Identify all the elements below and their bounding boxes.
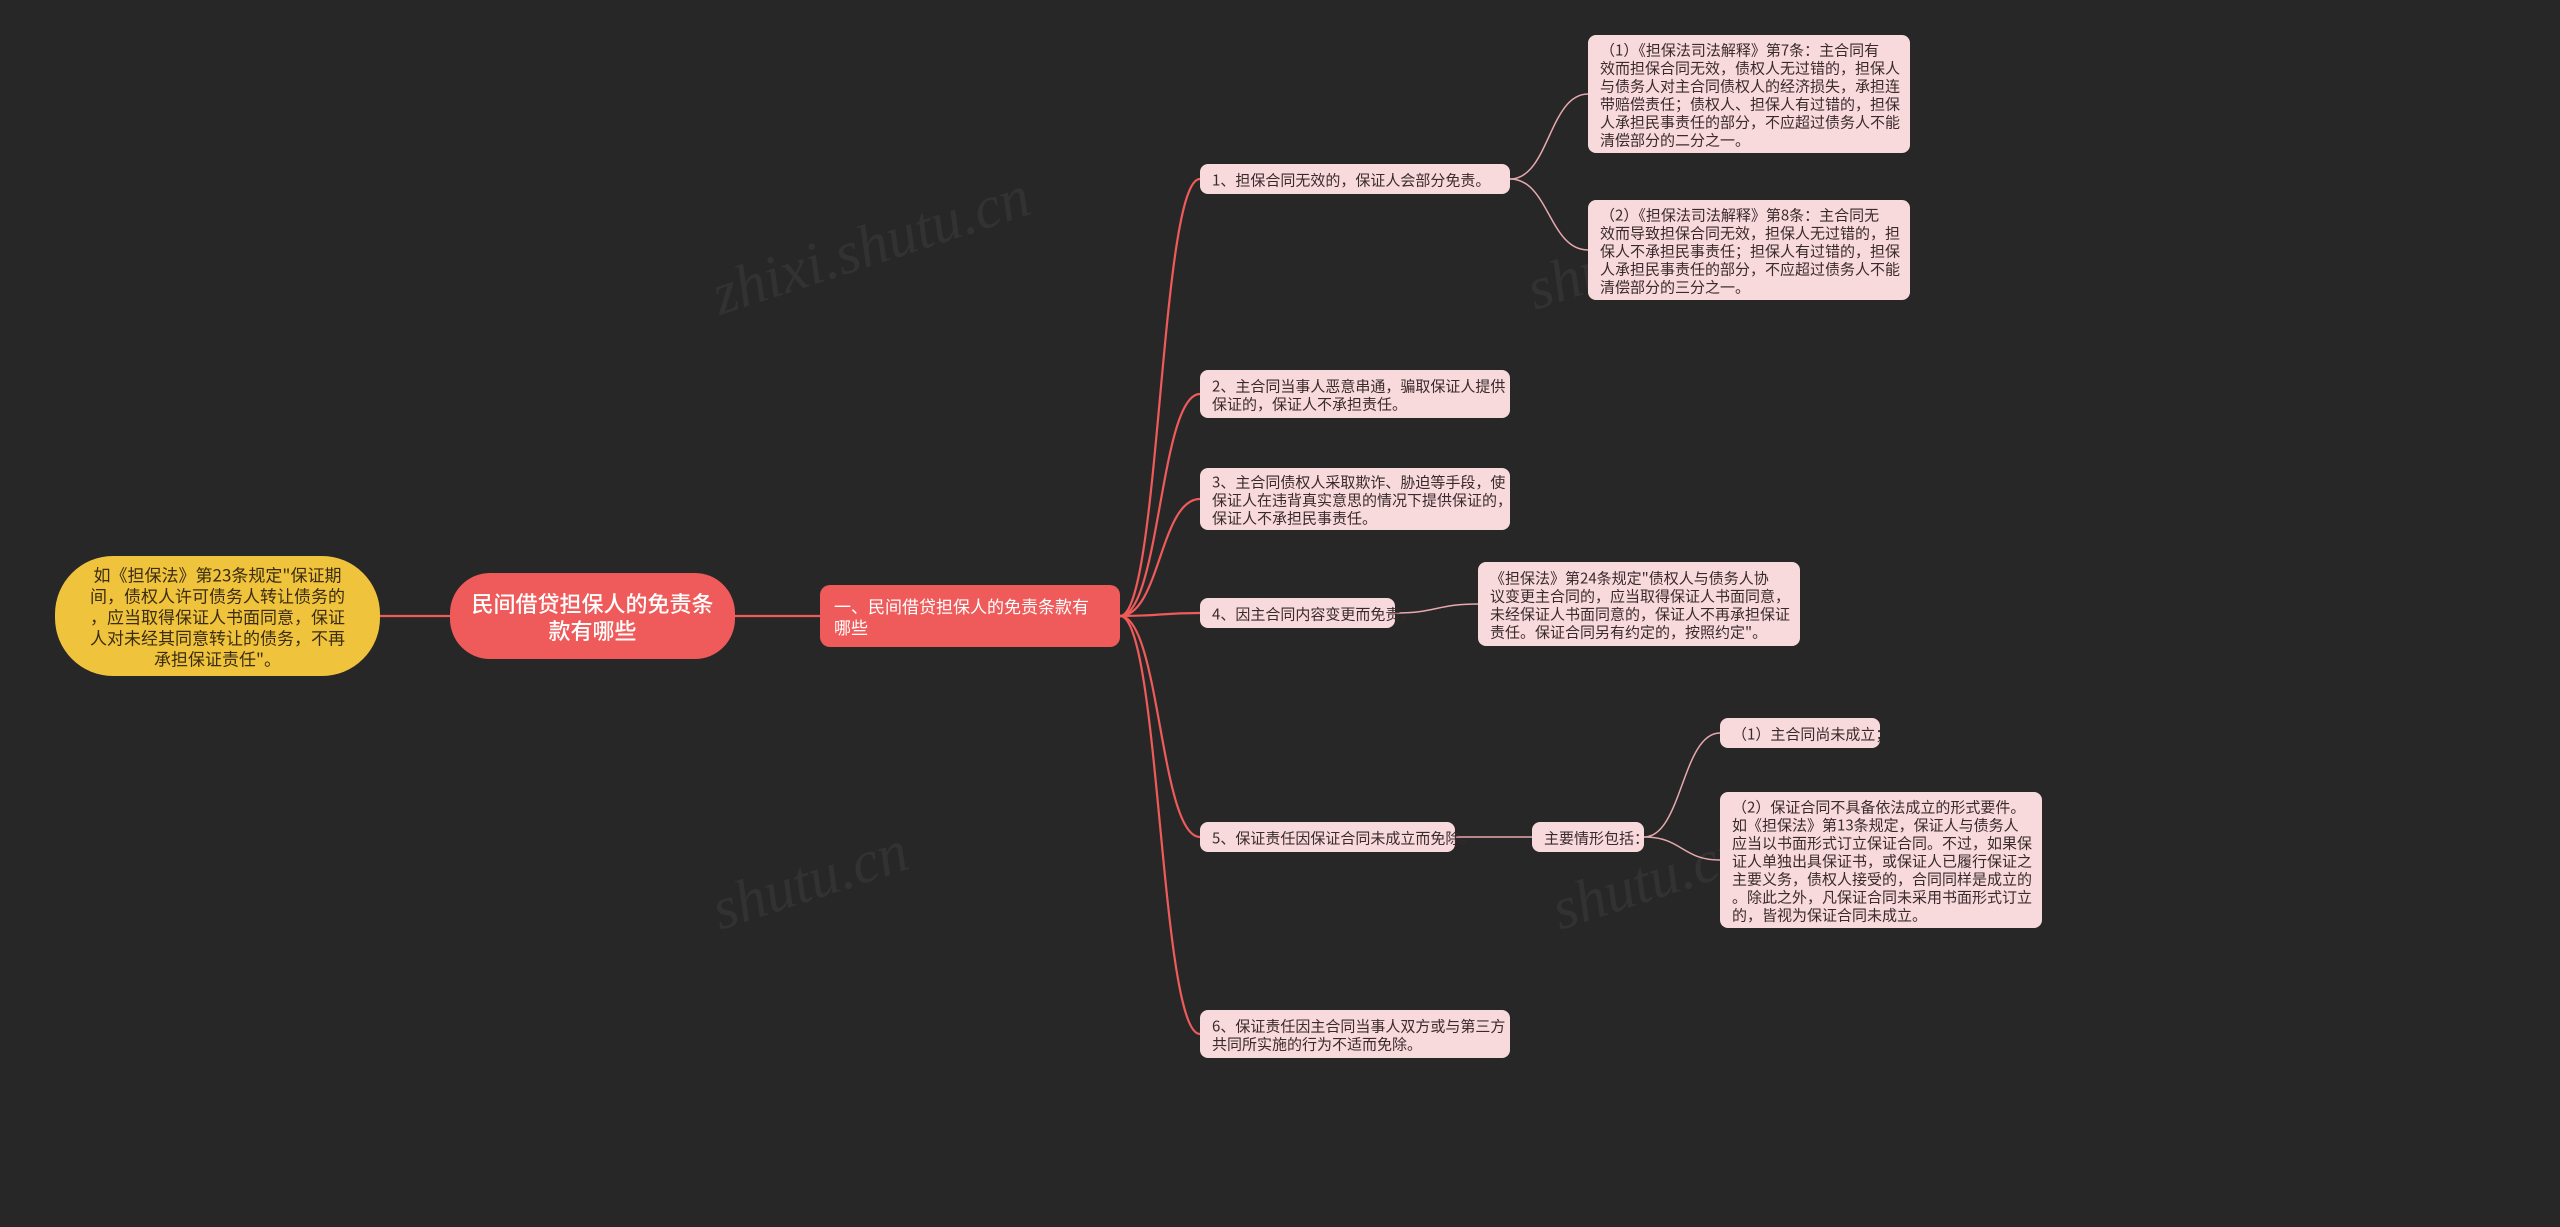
item-node-4-child-0-label: 《担保法》第24条规定"债权人与债务人协议变更主合同的，应当取得保证人书面同意，…	[1490, 567, 1790, 642]
item-node-1-label: 1、担保合同无效的，保证人会部分免责。	[1212, 169, 1490, 190]
item-node-5-child-0-child-0-label: （1）主合同尚未成立；	[1732, 723, 1890, 744]
item-node-5-label: 5、保证责任因保证合同未成立而免除。	[1212, 827, 1475, 848]
item-node-5-child-0-label: 主要情形包括：	[1544, 827, 1649, 848]
mindmap-canvas: zhixi.shutu.cnshutu.cnshutu.cnshutu.cn民间…	[0, 0, 2560, 1227]
item-node-5-child-0-child-1-label: （2）保证合同不具备依法成立的形式要件。如《担保法》第13条规定，保证人与债务人…	[1732, 796, 2032, 925]
item-node-4-label: 4、因主合同内容变更而免责。	[1212, 603, 1415, 624]
